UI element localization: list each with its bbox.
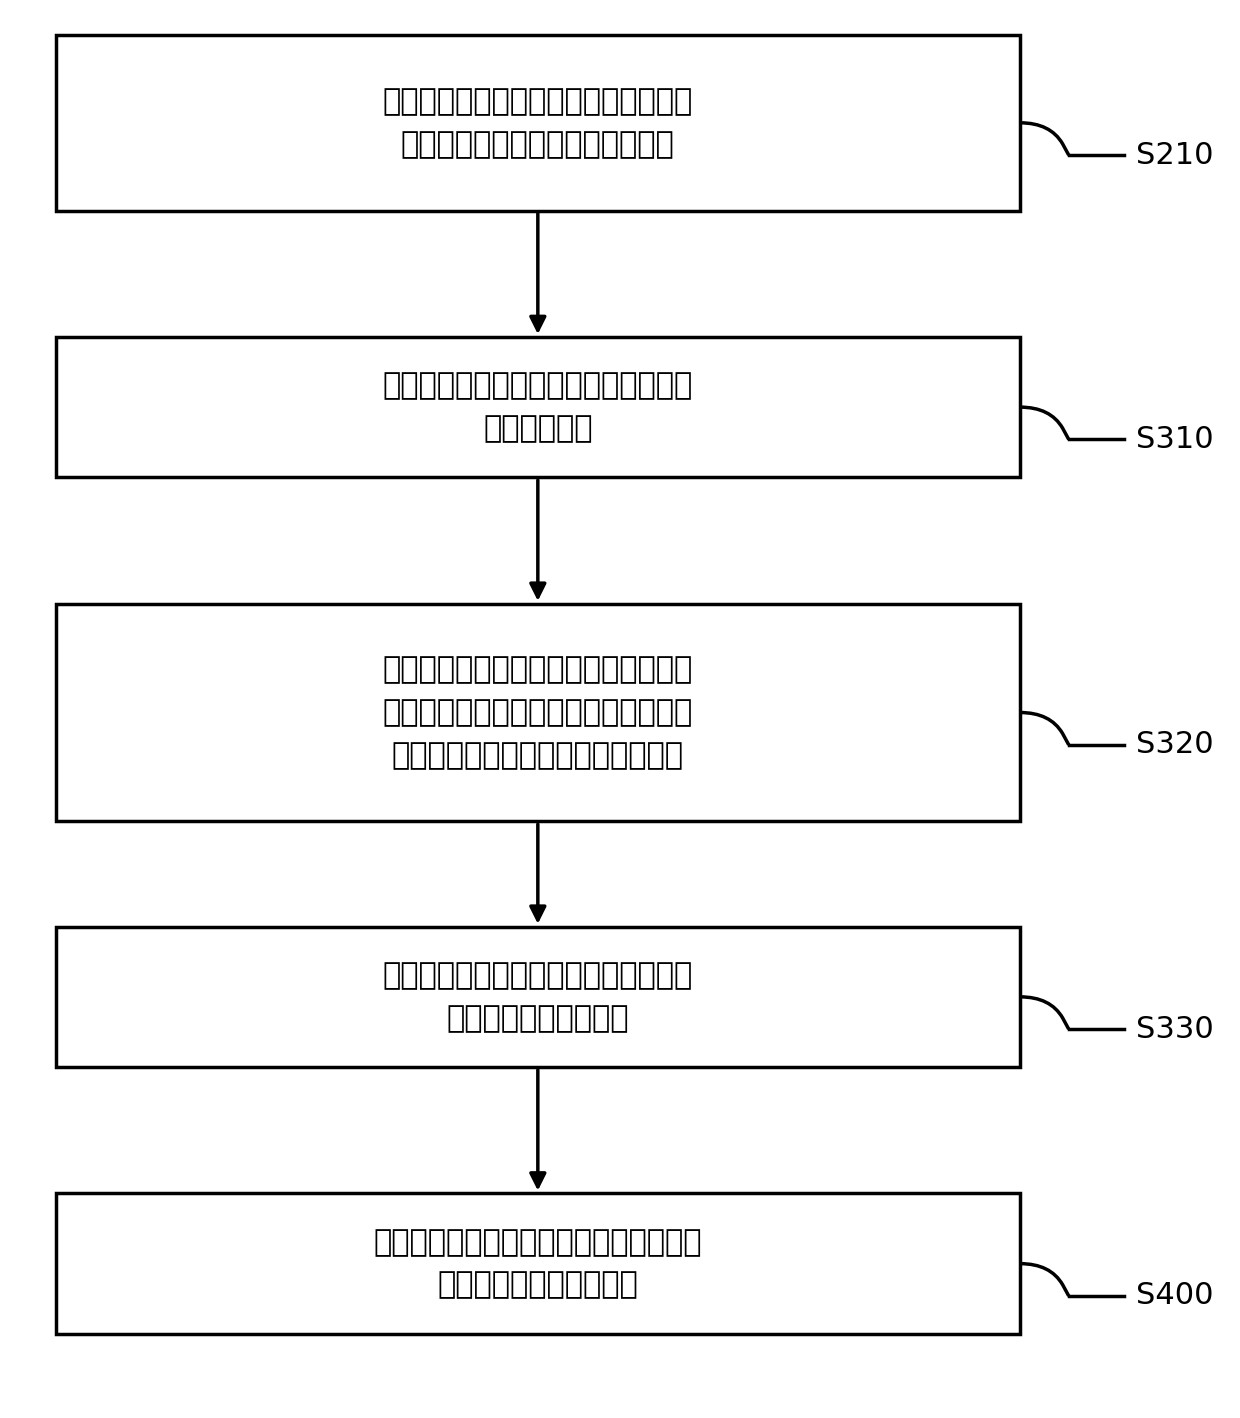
Text: 当压力偏差值大于或等于预设偏差值时，
输出冷媒泄漏的报警信息: 当压力偏差值大于或等于预设偏差值时， 输出冷媒泄漏的报警信息 xyxy=(373,1228,702,1299)
Bar xyxy=(56,604,1021,821)
Text: S400: S400 xyxy=(1136,1282,1214,1310)
Text: S320: S320 xyxy=(1136,730,1214,759)
Text: S210: S210 xyxy=(1136,140,1214,170)
Bar xyxy=(56,926,1021,1068)
Bar xyxy=(56,1194,1021,1334)
Text: 根据当前压力数据和标准压力数据进行
计算，得到压力偏差值: 根据当前压力数据和标准压力数据进行 计算，得到压力偏差值 xyxy=(383,961,693,1032)
Bar xyxy=(56,35,1021,210)
Text: 获取与当前压力数据相对应的环境温度
和压缩机频率: 获取与当前压力数据相对应的环境温度 和压缩机频率 xyxy=(383,372,693,442)
Text: S310: S310 xyxy=(1136,425,1214,454)
Bar xyxy=(56,337,1021,478)
Text: S330: S330 xyxy=(1136,1015,1214,1044)
Text: 以预设时长为周期，周期性获取冷却机
的冷凝器集气总管的当前压力数据: 以预设时长为周期，周期性获取冷却机 的冷凝器集气总管的当前压力数据 xyxy=(383,86,693,159)
Text: 根据环境温度和压缩机频率与预设压力
数据库进行匹配，得到在冷却机稳定运
行时冷凝器集气总管的标准压力数据: 根据环境温度和压缩机频率与预设压力 数据库进行匹配，得到在冷却机稳定运 行时冷凝… xyxy=(383,655,693,770)
